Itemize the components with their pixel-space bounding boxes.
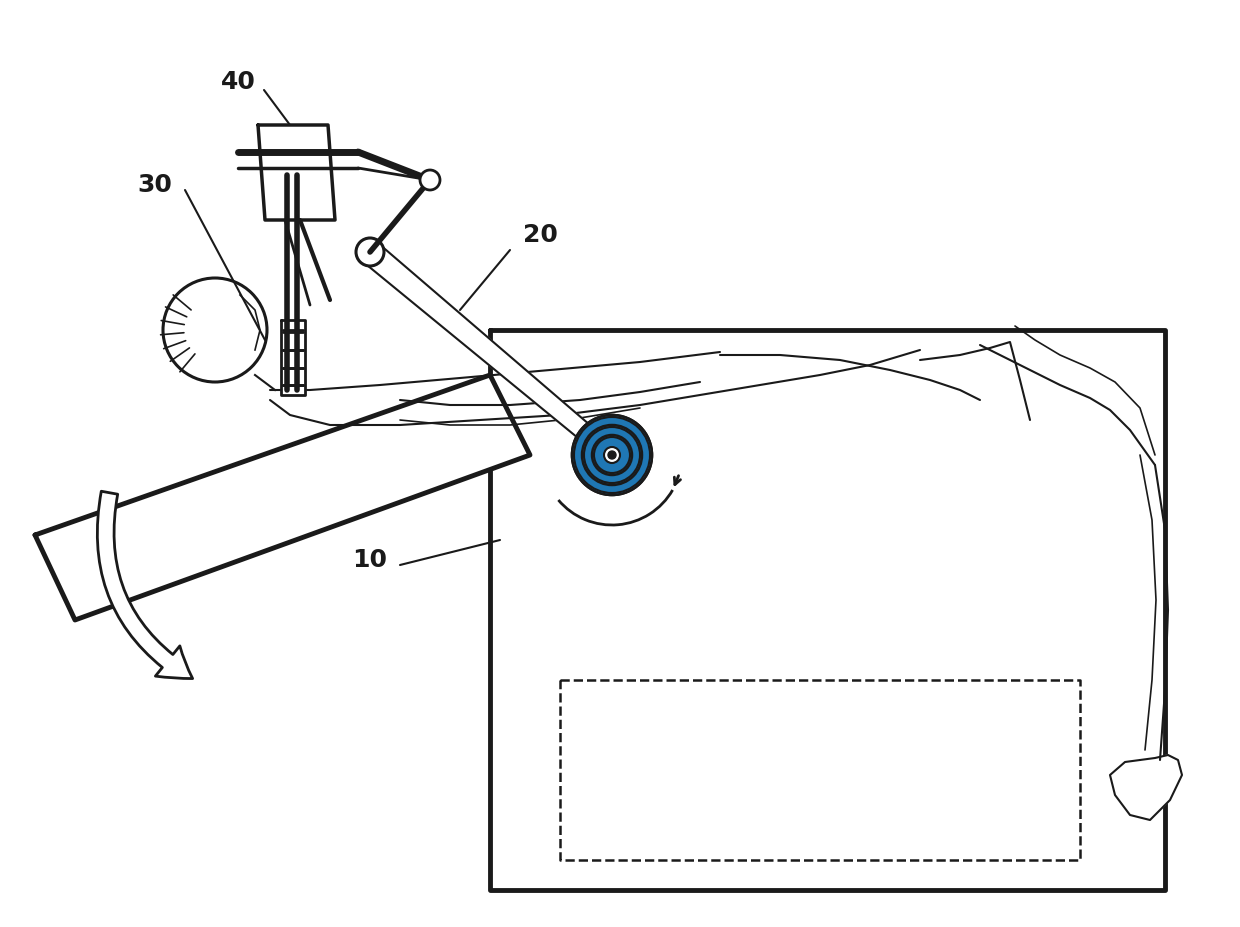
Text: 10: 10 <box>352 548 387 572</box>
Circle shape <box>162 278 267 382</box>
FancyArrowPatch shape <box>97 491 192 679</box>
Polygon shape <box>1110 755 1182 820</box>
Polygon shape <box>281 320 305 395</box>
Circle shape <box>420 170 440 190</box>
Circle shape <box>591 435 632 475</box>
Polygon shape <box>362 243 618 462</box>
Circle shape <box>582 425 642 485</box>
Circle shape <box>604 447 620 463</box>
Polygon shape <box>258 125 335 220</box>
Circle shape <box>356 238 384 266</box>
Text: 30: 30 <box>138 173 172 197</box>
Circle shape <box>572 415 652 495</box>
Text: 20: 20 <box>522 223 558 247</box>
Circle shape <box>572 415 652 495</box>
Polygon shape <box>490 330 1166 890</box>
Text: 40: 40 <box>221 70 255 94</box>
Polygon shape <box>35 375 529 620</box>
Circle shape <box>608 451 616 459</box>
